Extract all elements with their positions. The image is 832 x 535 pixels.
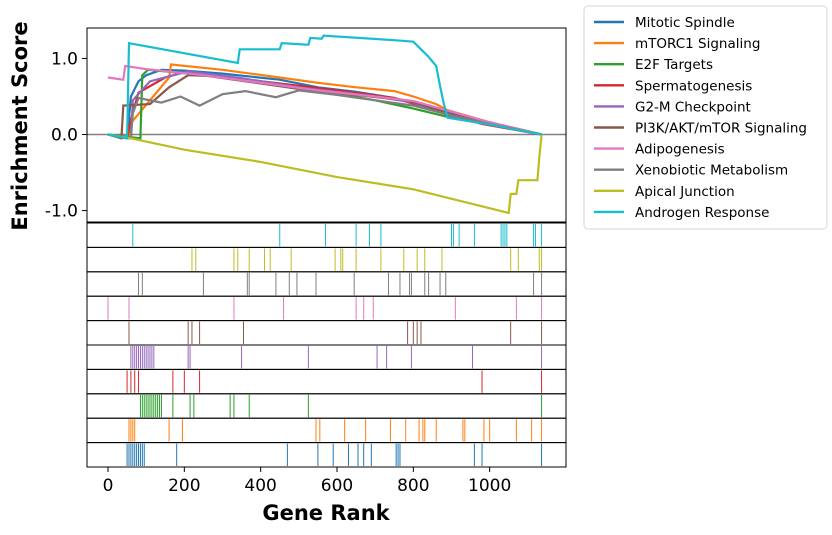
legend-label: mTORC1 Signaling	[635, 36, 760, 52]
series-line-8	[107, 133, 543, 215]
legend-label: Adipogenesis	[635, 142, 725, 158]
legend-item-3: Spermatogenesis	[594, 78, 752, 94]
hit-row-1	[128, 419, 543, 442]
hit-row-9	[132, 224, 543, 247]
legend-label: PI3K/AKT/mTOR Signaling	[635, 121, 807, 137]
legend-label: G2-M Checkpoint	[635, 99, 751, 115]
x-tick-label: 200	[168, 476, 200, 496]
legend-item-4: G2-M Checkpoint	[594, 99, 751, 115]
legend-label: Apical Junction	[635, 184, 735, 200]
y-tick-label: 0.0	[51, 126, 78, 146]
legend-item-6: Adipogenesis	[594, 142, 725, 158]
x-tick-label: 600	[321, 476, 353, 496]
hit-row-frame	[86, 442, 567, 468]
x-tick-label: 0	[103, 476, 114, 496]
axes-frames	[86, 27, 567, 468]
legend: Mitotic Spindle mTORC1 Signaling E2F Targe…	[583, 5, 828, 230]
legend-label: E2F Targets	[635, 57, 713, 73]
hit-row-7	[138, 272, 543, 296]
legend-label: Spermatogenesis	[635, 78, 752, 94]
series-line-6	[107, 64, 542, 136]
x-axis-title: Gene Rank	[262, 501, 390, 525]
enrichment-score-lines	[87, 34, 566, 215]
series-line-1	[107, 63, 542, 140]
x-tick-label: 1000	[468, 476, 511, 496]
series-line-7	[107, 89, 542, 140]
legend-label: Androgen Response	[635, 205, 769, 221]
legend-item-2: E2F Targets	[594, 57, 713, 73]
hit-row-5	[128, 321, 543, 344]
series-line-9	[107, 34, 542, 140]
legend-item-5: PI3K/AKT/mTOR Signaling	[594, 121, 807, 137]
legend-box	[583, 5, 828, 230]
legend-item-1: mTORC1 Signaling	[594, 36, 760, 52]
hit-row-4	[130, 346, 543, 369]
y-axis-title: Enrichment Score	[8, 21, 32, 230]
legend-item-9: Androgen Response	[594, 205, 769, 221]
hit-row-6	[107, 297, 543, 320]
legend-item-7: Xenobiotic Metabolism	[594, 163, 788, 179]
legend-label: Xenobiotic Metabolism	[635, 163, 788, 179]
x-tick-label: 400	[244, 476, 276, 496]
hit-row-3	[126, 370, 543, 393]
axis-ticks: 0 200 400 600 800 1000 1.0 0.0 -1.0	[45, 49, 511, 496]
hit-row-8	[191, 248, 543, 271]
hit-barcode-rows	[107, 224, 543, 466]
main-plot-frame	[86, 27, 567, 223]
hit-row-0	[126, 443, 543, 466]
legend-label: Mitotic Spindle	[635, 15, 735, 31]
hit-row-2	[139, 394, 543, 418]
y-tick-label: 1.0	[51, 49, 78, 69]
legend-item-8: Apical Junction	[594, 184, 735, 200]
legend-item-0: Mitotic Spindle	[594, 15, 735, 31]
x-tick-label: 800	[397, 476, 429, 496]
y-tick-label: -1.0	[45, 202, 78, 222]
